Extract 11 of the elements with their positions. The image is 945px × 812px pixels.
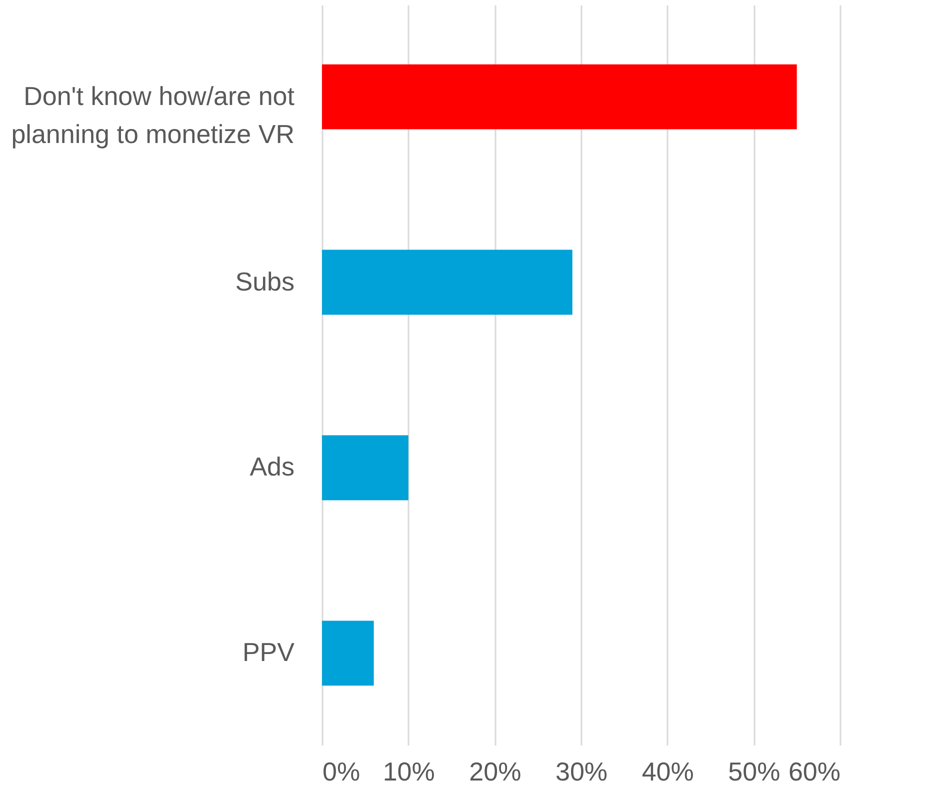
- x-tick-label: 30%: [555, 756, 608, 786]
- x-tick-label: 60%: [788, 756, 840, 786]
- y-tick-label: Subs: [235, 266, 294, 296]
- x-tick-label: 20%: [469, 756, 522, 786]
- x-tick-label: 40%: [642, 756, 694, 786]
- x-tick-label: 0%: [322, 756, 360, 786]
- y-tick-label: Ads: [250, 452, 294, 482]
- y-tick-label: PPV: [242, 637, 296, 668]
- x-tick-label: 10%: [382, 756, 435, 786]
- x-tick-label: 50%: [728, 756, 780, 786]
- y-tick-label: Don't know how/are not planning to monetize VR: [11, 80, 296, 149]
